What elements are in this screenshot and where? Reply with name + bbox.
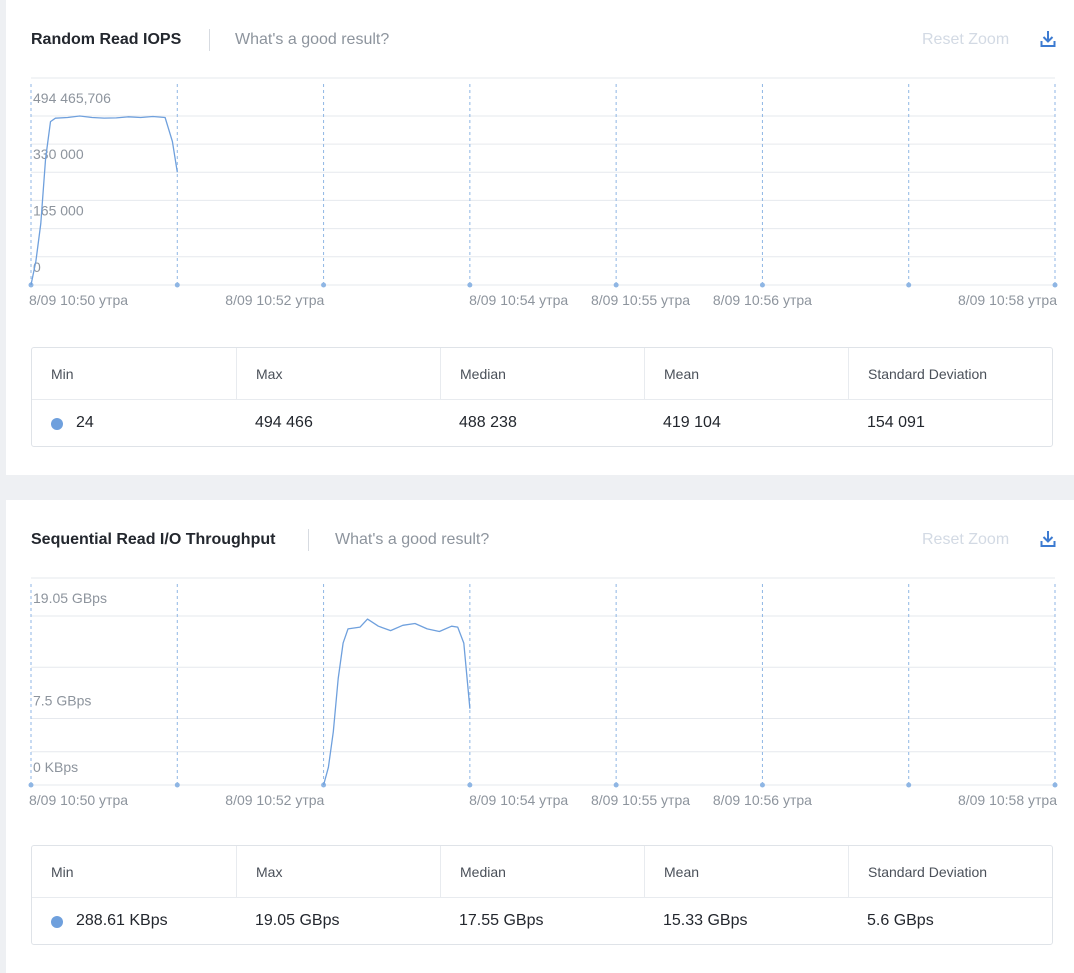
y-tick-label: 494 465,706 <box>33 90 111 106</box>
marker-dot[interactable] <box>321 782 327 788</box>
stats-header-label: Min <box>51 864 74 880</box>
x-tick-label: 8/09 10:54 утра <box>469 292 568 308</box>
panel-header: Random Read IOPS What's a good result? R… <box>6 0 1074 80</box>
marker-dot[interactable] <box>174 782 180 788</box>
stats-max-value: 494 466 <box>255 414 313 431</box>
marker-dot[interactable] <box>174 282 180 288</box>
x-tick-label: 8/09 10:50 утра <box>29 292 128 308</box>
stats-header-min: Min <box>32 846 236 897</box>
y-tick-label: 0 KBps <box>33 759 78 775</box>
stats-header-label: Mean <box>664 864 700 880</box>
stats-value-row: 24 494 466 488 238 419 104 154 091 <box>32 399 1052 447</box>
x-tick-label: 8/09 10:54 утра <box>469 792 568 808</box>
stats-header-median: Median <box>440 348 644 399</box>
stats-median-value: 488 238 <box>459 414 517 431</box>
stats-header-mean: Mean <box>644 348 848 399</box>
title-divider <box>308 529 309 551</box>
stats-header-mean: Mean <box>644 846 848 897</box>
stats-header-median: Median <box>440 846 644 897</box>
stats-min-value: 24 <box>76 414 94 431</box>
stats-std-value: 154 091 <box>867 414 925 431</box>
stats-header-label: Mean <box>664 366 700 382</box>
marker-dot[interactable] <box>28 782 34 788</box>
x-tick-label: 8/09 10:56 утра <box>713 292 812 308</box>
y-tick-label: 7.5 GBps <box>33 692 91 708</box>
marker-dot[interactable] <box>321 282 327 288</box>
marker-dot[interactable] <box>613 782 619 788</box>
stats-std-value: 5.6 GBps <box>867 912 934 929</box>
stats-header-label: Standard Deviation <box>868 366 988 382</box>
marker-dot[interactable] <box>906 282 912 288</box>
x-tick-label: 8/09 10:58 утра <box>958 292 1057 308</box>
series-legend-dot <box>51 418 63 430</box>
x-tick-label: 8/09 10:50 утра <box>29 792 128 808</box>
stats-header-label: Standard Deviation <box>868 864 988 880</box>
stats-header-min: Min <box>32 348 236 399</box>
y-tick-label: 165 000 <box>33 203 84 219</box>
stats-header-label: Median <box>460 864 506 880</box>
stats-header-label: Max <box>256 366 283 382</box>
sequential-read-throughput-panel: Sequential Read I/O Throughput What's a … <box>6 500 1074 973</box>
marker-dot[interactable] <box>1052 282 1058 288</box>
y-tick-label: 330 000 <box>33 146 84 162</box>
stats-header-row: Min Max Median Mean Standard Deviation <box>32 846 1052 898</box>
stats-min-value: 288.61 KBps <box>76 912 168 929</box>
stats-header-row: Min Max Median Mean Standard Deviation <box>32 348 1052 400</box>
y-tick-label: 0 <box>33 259 41 275</box>
stats-median-value: 17.55 GBps <box>459 912 544 929</box>
panel-header: Sequential Read I/O Throughput What's a … <box>6 500 1074 580</box>
series-line[interactable] <box>30 115 178 286</box>
marker-dot[interactable] <box>467 282 473 288</box>
reset-zoom-button[interactable]: Reset Zoom <box>922 531 1010 548</box>
marker-dot[interactable] <box>906 782 912 788</box>
stats-header-label: Median <box>460 366 506 382</box>
stats-header-max: Max <box>236 846 440 897</box>
stats-table: Min Max Median Mean Standard Deviation 2… <box>31 845 1053 945</box>
throughput-line-chart[interactable]: 0 KBps 7.5 GBps 19.05 GBps 8/09 10:50 утра 8… <box>6 576 1074 821</box>
iops-line-chart[interactable]: 0 165 000 330 000 494 465,706 8/09 10:50 утр… <box>6 76 1074 321</box>
x-tick-label: 8/09 10:55 утра <box>591 292 690 308</box>
reset-zoom-button[interactable]: Reset Zoom <box>922 31 1010 48</box>
good-result-link[interactable]: What's a good result? <box>235 31 390 48</box>
stats-header-std: Standard Deviation <box>848 846 1052 897</box>
x-tick-label: 8/09 10:52 утра <box>225 292 324 308</box>
download-icon[interactable] <box>1040 30 1056 48</box>
marker-dot[interactable] <box>467 782 473 788</box>
panel-title: Random Read IOPS <box>31 31 182 48</box>
stats-header-label: Min <box>51 366 74 382</box>
panel-title: Sequential Read I/O Throughput <box>31 531 276 548</box>
stats-table: Min Max Median Mean Standard Deviation 2… <box>31 347 1053 447</box>
download-icon[interactable] <box>1040 530 1056 548</box>
marker-dot[interactable] <box>759 282 765 288</box>
stats-header-label: Max <box>256 864 283 880</box>
good-result-link[interactable]: What's a good result? <box>335 531 490 548</box>
marker-dot[interactable] <box>1052 782 1058 788</box>
title-divider <box>209 29 210 51</box>
stats-max-value: 19.05 GBps <box>255 912 340 929</box>
x-tick-label: 8/09 10:58 утра <box>958 792 1057 808</box>
stats-value-row: 288.61 KBps 19.05 GBps 17.55 GBps 15.33 … <box>32 897 1052 945</box>
x-tick-label: 8/09 10:52 утра <box>225 792 324 808</box>
stats-mean-value: 15.33 GBps <box>663 912 748 929</box>
stats-mean-value: 419 104 <box>663 414 721 431</box>
series-line[interactable] <box>322 618 471 786</box>
random-read-iops-panel: Random Read IOPS What's a good result? R… <box>6 0 1074 475</box>
x-tick-label: 8/09 10:56 утра <box>713 792 812 808</box>
stats-header-max: Max <box>236 348 440 399</box>
series-legend-dot <box>51 916 63 928</box>
marker-dot[interactable] <box>759 782 765 788</box>
x-tick-label: 8/09 10:55 утра <box>591 792 690 808</box>
marker-dot[interactable] <box>613 282 619 288</box>
y-tick-label: 19.05 GBps <box>33 590 107 606</box>
stats-header-std: Standard Deviation <box>848 348 1052 399</box>
